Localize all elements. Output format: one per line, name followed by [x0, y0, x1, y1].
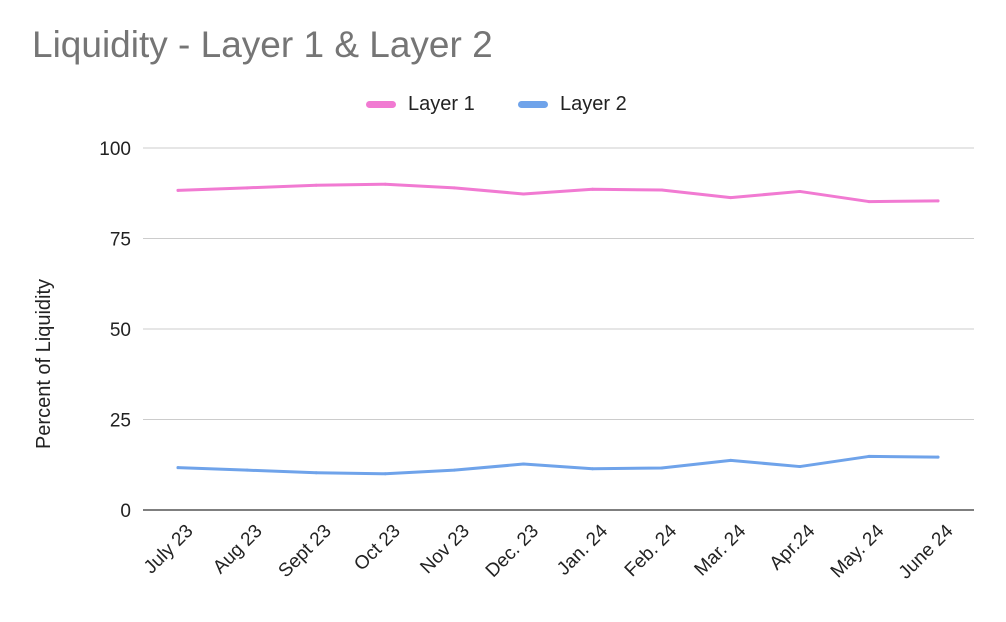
- y-tick-label-50: 50: [110, 320, 131, 341]
- data-point-layer-2: [383, 472, 387, 476]
- data-point-layer-2: [729, 458, 733, 462]
- x-tick-label: Aug 23: [209, 521, 266, 578]
- legend-swatch-layer-1: [366, 100, 396, 108]
- data-point-layer-2: [660, 466, 664, 470]
- data-point-layer-1: [936, 199, 940, 203]
- x-tick-label: July 23: [140, 521, 197, 578]
- legend-item-layer-2: Layer 2: [518, 90, 627, 118]
- legend: Layer 1 Layer 2: [0, 90, 1006, 118]
- x-tick-label: Jan. 24: [553, 520, 612, 579]
- data-point-layer-1: [245, 186, 249, 190]
- y-tick-label-75: 75: [110, 230, 131, 251]
- data-point-layer-2: [314, 471, 318, 475]
- data-point-layer-1: [452, 186, 456, 190]
- y-axis-label: Percent of Liquidity: [33, 279, 55, 449]
- data-point-layer-1: [521, 192, 525, 196]
- data-point-layer-2: [936, 455, 940, 459]
- series-line-layer-2: [176, 454, 940, 476]
- x-tick-label: Nov 23: [416, 521, 473, 578]
- legend-label-layer-1: Layer 1: [408, 92, 475, 115]
- data-point-layer-2: [176, 466, 180, 470]
- x-tick-label: Apr.24: [766, 520, 820, 574]
- data-point-layer-1: [591, 187, 595, 191]
- x-tick-label: Oct 23: [350, 521, 404, 575]
- y-tick-label-0: 0: [120, 501, 131, 522]
- legend-item-layer-1: Layer 1: [366, 90, 475, 118]
- y-tick-label-25: 25: [110, 411, 131, 432]
- data-point-layer-1: [729, 196, 733, 200]
- x-tick-label: Dec. 23: [482, 521, 543, 582]
- x-tick-label: Feb. 24: [621, 520, 682, 581]
- data-point-layer-2: [521, 462, 525, 466]
- data-point-layer-1: [867, 200, 871, 204]
- data-point-layer-2: [591, 467, 595, 471]
- data-point-layer-1: [383, 182, 387, 186]
- x-tick-label: May. 24: [827, 520, 889, 582]
- legend-label-layer-2: Layer 2: [560, 92, 627, 115]
- data-point-layer-1: [176, 188, 180, 192]
- x-tick-label: June 24: [895, 520, 958, 583]
- data-point-layer-1: [660, 188, 664, 192]
- chart-title: Liquidity - Layer 1 & Layer 2: [32, 24, 493, 65]
- data-point-layer-2: [245, 468, 249, 472]
- y-tick-label-100: 100: [99, 139, 131, 160]
- data-point-layer-2: [798, 465, 802, 469]
- series-line-layer-1: [176, 182, 940, 204]
- legend-swatch-layer-2: [518, 100, 548, 108]
- data-point-layer-2: [867, 454, 871, 458]
- data-point-layer-1: [314, 183, 318, 187]
- x-tick-label: Sept 23: [275, 521, 336, 582]
- x-tick-label: Mar. 24: [691, 520, 751, 580]
- data-point-layer-1: [798, 189, 802, 193]
- data-point-layer-2: [452, 468, 456, 472]
